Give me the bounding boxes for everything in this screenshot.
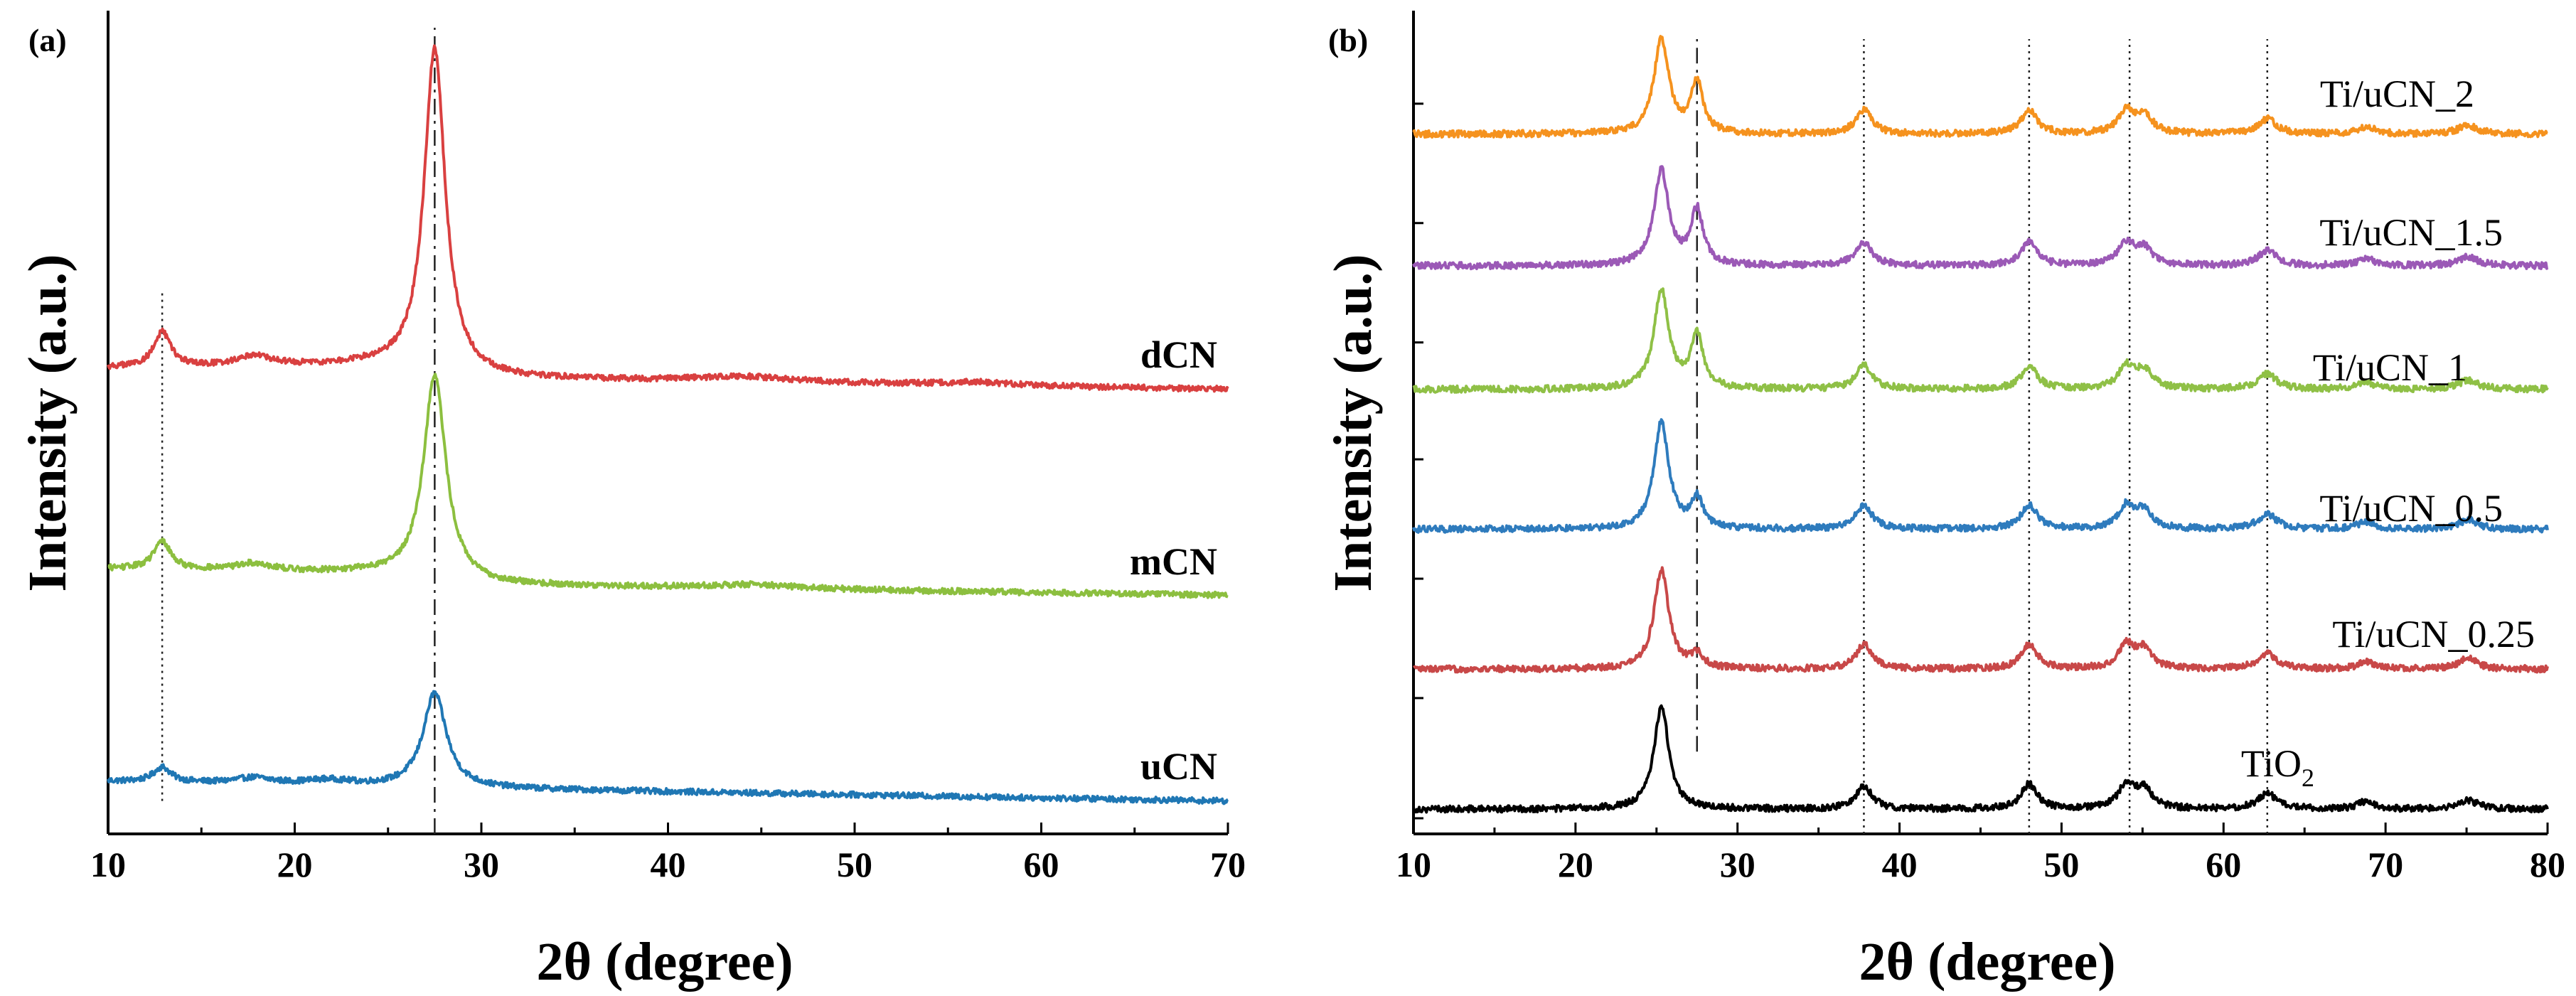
- panel-b-series-label: Ti/uCN_1: [2313, 346, 2467, 389]
- panel-a-trace-ucn: [107, 690, 1229, 805]
- panel-b-series-label: Ti/uCN_2: [2320, 73, 2474, 115]
- panel-b-x-tick-label: 50: [2043, 845, 2079, 884]
- panel-a-trace-dcn: [107, 44, 1229, 393]
- panel-b-series-label-text: Ti/uCN_0.25: [2332, 613, 2535, 655]
- panel-a-series-label: dCN: [1140, 333, 1217, 376]
- panel-b-trace-ti-ucn-0-25: [1413, 566, 2549, 674]
- panel-a-series-label-text: uCN: [1140, 745, 1217, 788]
- panel-b-trace-tio2: [1412, 704, 2549, 814]
- panel-a-x-tick-label: 40: [651, 845, 686, 884]
- panel-b-x-tick-label: 40: [1882, 845, 1918, 884]
- panel-a-label: (a): [28, 22, 67, 58]
- panel-a-x-tick-label: 20: [277, 845, 313, 884]
- panel-b-series-label: Ti/uCN_0.25: [2332, 613, 2535, 655]
- panel-b-series-label-subscript: 2: [2302, 764, 2314, 792]
- panel-b-series-label-text: Ti/uCN_1.5: [2319, 211, 2503, 254]
- panel-b-label: (b): [1328, 22, 1368, 58]
- panel-b-series-label-text: Ti/uCN_2: [2320, 73, 2474, 115]
- panel-b-series-label-text: Ti/uCN_1: [2313, 346, 2467, 389]
- panel-a-trace-mcn: [107, 373, 1229, 599]
- panel-b-trace-ti-ucn-1: [1412, 287, 2549, 394]
- panel-b-x-tick-label: 70: [2368, 845, 2403, 884]
- panel-a-y-axis-title: Intensity (a.u.): [18, 254, 78, 591]
- panel-b-series-label: Ti/uCN_0.5: [2319, 487, 2503, 530]
- panel-b: (b) 10 20 30 40 50 60 70 80 TiO2 Ti/uCN_0.25 Ti/uC…: [1323, 11, 2565, 992]
- panel-b-x-tick-label: 30: [1720, 845, 1755, 884]
- panel-b-series-label-text: TiO: [2241, 742, 2302, 785]
- panel-b-trace-ti-ucn-0-5: [1412, 418, 2549, 534]
- panel-a-series-label: mCN: [1130, 540, 1217, 583]
- panel-b-x-tick-label: 20: [1558, 845, 1593, 884]
- panel-b-x-axis-title: 2θ (degree): [1859, 932, 2115, 992]
- panel-b-series-label: TiO2: [2241, 742, 2314, 792]
- panel-a-series-label-text: mCN: [1130, 540, 1217, 583]
- panel-a-plot-area: 10 20 30 40 50 60 70 uCN mCN dCN: [90, 11, 1246, 884]
- panel-b-x-tick-label: 10: [1396, 845, 1431, 884]
- panel-a-x-axis-title: 2θ (degree): [536, 932, 793, 992]
- panel-a-x-tick-label: 60: [1024, 845, 1059, 884]
- panel-a-x-tick-label: 30: [464, 845, 499, 884]
- panel-a-x-tick-label: 10: [90, 845, 126, 884]
- panel-b-trace-ti-ucn-1-5: [1412, 165, 2549, 271]
- panel-b-y-axis-title: Intensity (a.u.): [1323, 254, 1383, 591]
- panel-a-series-label-text: dCN: [1140, 333, 1217, 376]
- panel-b-trace-ti-ucn-2: [1412, 35, 2548, 139]
- panel-a-x-tick-label: 50: [837, 845, 872, 884]
- panel-b-series-label: Ti/uCN_1.5: [2319, 211, 2503, 254]
- panel-a-x-tick-label: 70: [1210, 845, 1246, 884]
- panel-b-plot-area: 10 20 30 40 50 60 70 80 TiO2 Ti/uCN_0.25 Ti/uCN_0.…: [1396, 11, 2565, 884]
- panel-a-series-label: uCN: [1140, 745, 1217, 788]
- panel-b-x-tick-label: 60: [2206, 845, 2241, 884]
- panel-b-x-tick-label: 80: [2530, 845, 2565, 884]
- panel-b-series-label-text: Ti/uCN_0.5: [2319, 487, 2503, 530]
